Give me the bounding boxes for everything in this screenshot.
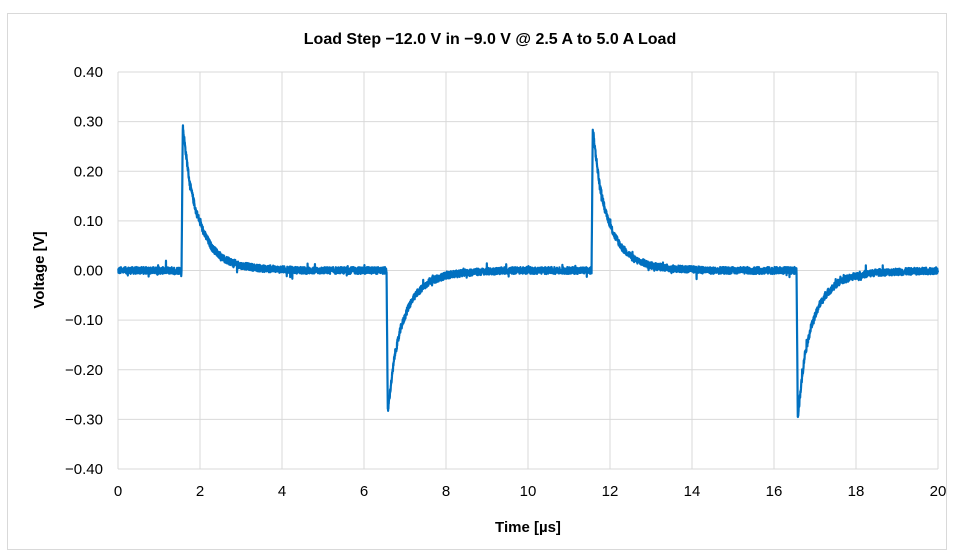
series-line-0	[117, 124, 940, 419]
x-axis-title: Time [µs]	[495, 519, 561, 536]
x-tick-label: 10	[520, 483, 537, 500]
x-tick-label: 16	[766, 483, 783, 500]
x-axis-ticks: 0 2 4 6 8 10 12 14 16 18 20	[114, 483, 947, 500]
x-tick-label: 8	[442, 483, 450, 500]
x-tick-label: 2	[196, 483, 204, 500]
y-tick-label: 0.00	[74, 263, 103, 280]
y-tick-label: 0.30	[74, 114, 103, 131]
y-axis-title: Voltage [V]	[31, 231, 48, 308]
y-axis-ticks: 0.40 0.30 0.20 0.10 0.00 −0.10 −0.20 −0.30 −0.40	[65, 64, 103, 478]
y-tick-label: 0.40	[74, 64, 103, 81]
chart-frame	[7, 13, 947, 550]
y-tick-label: −0.20	[65, 362, 103, 379]
x-tick-label: 6	[360, 483, 368, 500]
x-tick-label: 18	[848, 483, 865, 500]
x-tick-label: 20	[930, 483, 947, 500]
series-layer	[117, 124, 940, 419]
y-tick-label: 0.10	[74, 213, 103, 230]
chart-title: Load Step −12.0 V in −9.0 V @ 2.5 A to 5…	[304, 31, 676, 48]
y-tick-label: −0.40	[65, 461, 103, 478]
x-tick-label: 12	[602, 483, 619, 500]
y-tick-label: −0.10	[65, 312, 103, 329]
x-tick-label: 14	[684, 483, 701, 500]
y-tick-label: −0.30	[65, 411, 103, 428]
x-tick-label: 0	[114, 483, 122, 500]
x-tick-label: 4	[278, 483, 286, 500]
y-tick-label: 0.20	[74, 163, 103, 180]
